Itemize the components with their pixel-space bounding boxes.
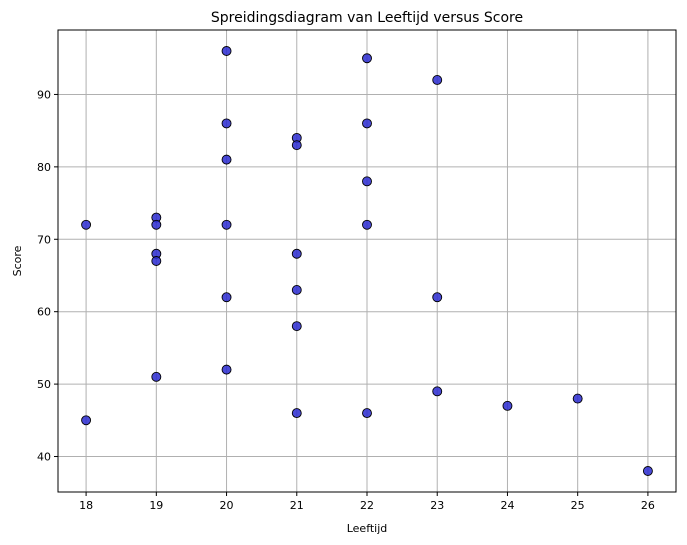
x-axis: 18 19 20 21 22 23 24 25 26 [79, 492, 655, 512]
data-point [291, 285, 302, 295]
data-point [432, 75, 443, 85]
x-tick-label: 23 [430, 499, 444, 512]
data-point [642, 466, 653, 476]
data-point [221, 118, 232, 129]
y-tick-label: 90 [37, 88, 51, 101]
data-point [221, 364, 232, 375]
x-tick-label: 19 [149, 499, 163, 512]
data-point [432, 292, 443, 303]
y-tick-label: 40 [37, 451, 51, 464]
data-point [362, 408, 372, 419]
data-point [221, 154, 232, 165]
x-tick-label: 26 [641, 499, 655, 512]
data-point [151, 256, 162, 266]
data-point [362, 53, 372, 64]
x-tick-label: 22 [360, 499, 374, 512]
data-point [151, 371, 162, 382]
x-tick-label: 18 [79, 499, 93, 512]
x-axis-label: Leeftijd [347, 522, 388, 535]
x-tick-label: 25 [571, 499, 585, 512]
data-point [502, 400, 513, 411]
grid [58, 30, 676, 492]
data-point [221, 292, 232, 303]
x-tick-label: 20 [220, 499, 234, 512]
data-point [572, 393, 583, 404]
y-tick-label: 60 [37, 306, 51, 319]
y-axis: 40 50 60 70 80 90 [37, 88, 58, 464]
data-point [432, 386, 443, 397]
data-point [362, 219, 372, 230]
data-point [291, 408, 302, 419]
data-point [362, 118, 372, 129]
data-point [151, 219, 162, 230]
y-tick-label: 80 [37, 161, 51, 174]
data-point [362, 176, 372, 187]
y-tick-label: 70 [37, 233, 51, 246]
x-tick-label: 24 [500, 499, 514, 512]
data-point [291, 140, 302, 151]
data-point [291, 248, 302, 259]
data-point [81, 219, 92, 230]
data-point [81, 415, 92, 426]
data-point [221, 46, 232, 56]
data-point [221, 219, 232, 230]
data-points [81, 46, 653, 476]
chart-title: Spreidingsdiagram van Leeftijd versus Sc… [211, 10, 523, 26]
x-tick-label: 21 [290, 499, 304, 512]
y-axis-label: Score [11, 245, 24, 276]
y-tick-label: 50 [37, 378, 51, 391]
data-point [291, 321, 302, 332]
